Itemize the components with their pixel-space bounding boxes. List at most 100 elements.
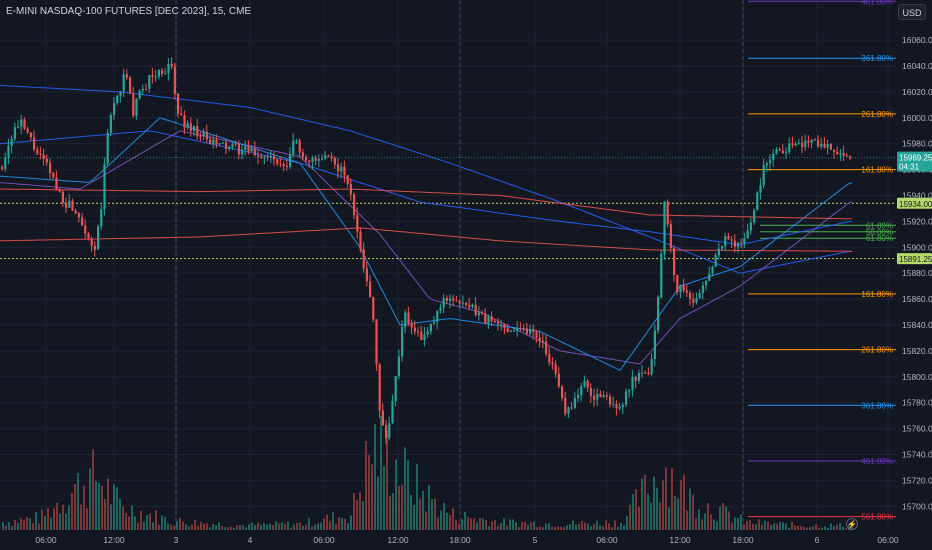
volume-bar xyxy=(734,517,736,530)
candle-body xyxy=(349,183,352,195)
lightning-icon[interactable]: ⚡ xyxy=(846,518,858,530)
candle-body xyxy=(273,155,276,160)
volume-bar xyxy=(569,523,571,530)
volume-bar xyxy=(206,523,208,530)
price-tick-label: 15940.00 xyxy=(902,191,932,201)
volume-bar xyxy=(383,465,385,530)
fib-level-label: 61.80% xyxy=(866,221,893,230)
candle-body xyxy=(33,137,36,150)
volume-bar xyxy=(794,525,796,530)
volume-bar xyxy=(104,499,106,530)
time-tick-label: 12:00 xyxy=(103,535,125,545)
volume-bar xyxy=(218,522,220,530)
candle-body xyxy=(455,300,458,302)
candle-body xyxy=(58,189,61,192)
time-tick-label: 5 xyxy=(533,535,538,545)
volume-bar xyxy=(38,523,40,530)
volume-bar xyxy=(842,526,844,530)
volume-bar xyxy=(380,416,382,530)
volume-bar xyxy=(458,523,460,530)
volume-bar xyxy=(5,525,7,530)
candle-body xyxy=(567,407,570,414)
candle-body xyxy=(65,202,68,208)
volume-bar xyxy=(149,513,151,530)
price-tick-label: 15920.00 xyxy=(902,216,932,226)
candle-body xyxy=(833,149,836,152)
volume-bar xyxy=(785,523,787,530)
candle-body xyxy=(279,164,282,166)
volume-bar xyxy=(53,508,55,530)
volume-bar xyxy=(329,520,331,530)
candle-body xyxy=(385,425,388,439)
volume-bar xyxy=(605,520,607,530)
volume-bar xyxy=(140,510,142,530)
volume-bar xyxy=(806,527,808,530)
candle-body xyxy=(733,240,736,247)
candle-body xyxy=(477,312,480,316)
candle-body xyxy=(257,155,260,157)
candle-body xyxy=(676,274,679,293)
volume-bar xyxy=(41,509,43,530)
volume-bar xyxy=(332,512,334,530)
volume-bar xyxy=(677,498,679,530)
price-tick-label: 15700.00 xyxy=(902,501,932,511)
candle-body xyxy=(36,149,39,154)
volume-bar xyxy=(701,519,703,530)
volume-bar xyxy=(236,525,238,530)
candle-body xyxy=(199,135,202,137)
candle-body xyxy=(215,139,218,145)
candle-body xyxy=(813,139,816,141)
price-axis[interactable] xyxy=(896,0,932,550)
candle-body xyxy=(596,393,599,400)
candle-body xyxy=(244,146,247,150)
volume-bar xyxy=(428,485,430,530)
volume-bar xyxy=(47,508,49,530)
volume-bar xyxy=(440,510,442,530)
candle-body xyxy=(468,305,471,308)
last-price-tag: 04:31 xyxy=(899,163,920,172)
candle-body xyxy=(461,302,464,304)
volume-bar xyxy=(821,527,823,530)
candle-body xyxy=(391,400,394,423)
candle-body xyxy=(817,140,820,147)
candle-body xyxy=(615,404,618,409)
volume-bar xyxy=(62,504,64,530)
candle-body xyxy=(221,142,224,144)
horizontal-line-price-tag-bg xyxy=(897,253,932,265)
volume-bar xyxy=(665,467,667,530)
currency-button[interactable]: USD xyxy=(898,4,926,20)
fib-level-label: 361.80% xyxy=(861,401,893,410)
candle-body xyxy=(500,324,503,326)
fib-level-label: 561.80% xyxy=(861,513,893,522)
candle-body xyxy=(599,393,602,397)
volume-bar xyxy=(56,502,58,530)
volume-bar xyxy=(770,524,772,530)
candle-body xyxy=(161,70,164,75)
volume-bar xyxy=(308,518,310,530)
volume-bar xyxy=(692,494,694,530)
time-tick-label: 06:00 xyxy=(35,535,57,545)
time-tick-label: 06:00 xyxy=(877,535,899,545)
candle-body xyxy=(97,226,100,250)
fib-level-label: 461.80% xyxy=(861,457,893,466)
time-axis[interactable] xyxy=(0,530,896,550)
candle-body xyxy=(621,404,624,407)
candle-body xyxy=(682,285,685,291)
volume-bar xyxy=(164,517,166,530)
volume-bar xyxy=(119,498,121,530)
candle-body xyxy=(727,236,730,240)
candle-body xyxy=(330,156,333,158)
volume-bar xyxy=(278,523,280,530)
volume-bar xyxy=(338,517,340,530)
volume-bar xyxy=(494,520,496,530)
volume-bar xyxy=(35,512,37,530)
candle-body xyxy=(663,201,666,254)
volume-bar xyxy=(230,526,232,530)
volume-bar xyxy=(215,525,217,530)
candle-body xyxy=(109,115,112,133)
candle-body xyxy=(746,230,749,239)
candle-body xyxy=(305,156,308,161)
candle-body xyxy=(237,143,240,155)
volume-bar xyxy=(710,514,712,530)
